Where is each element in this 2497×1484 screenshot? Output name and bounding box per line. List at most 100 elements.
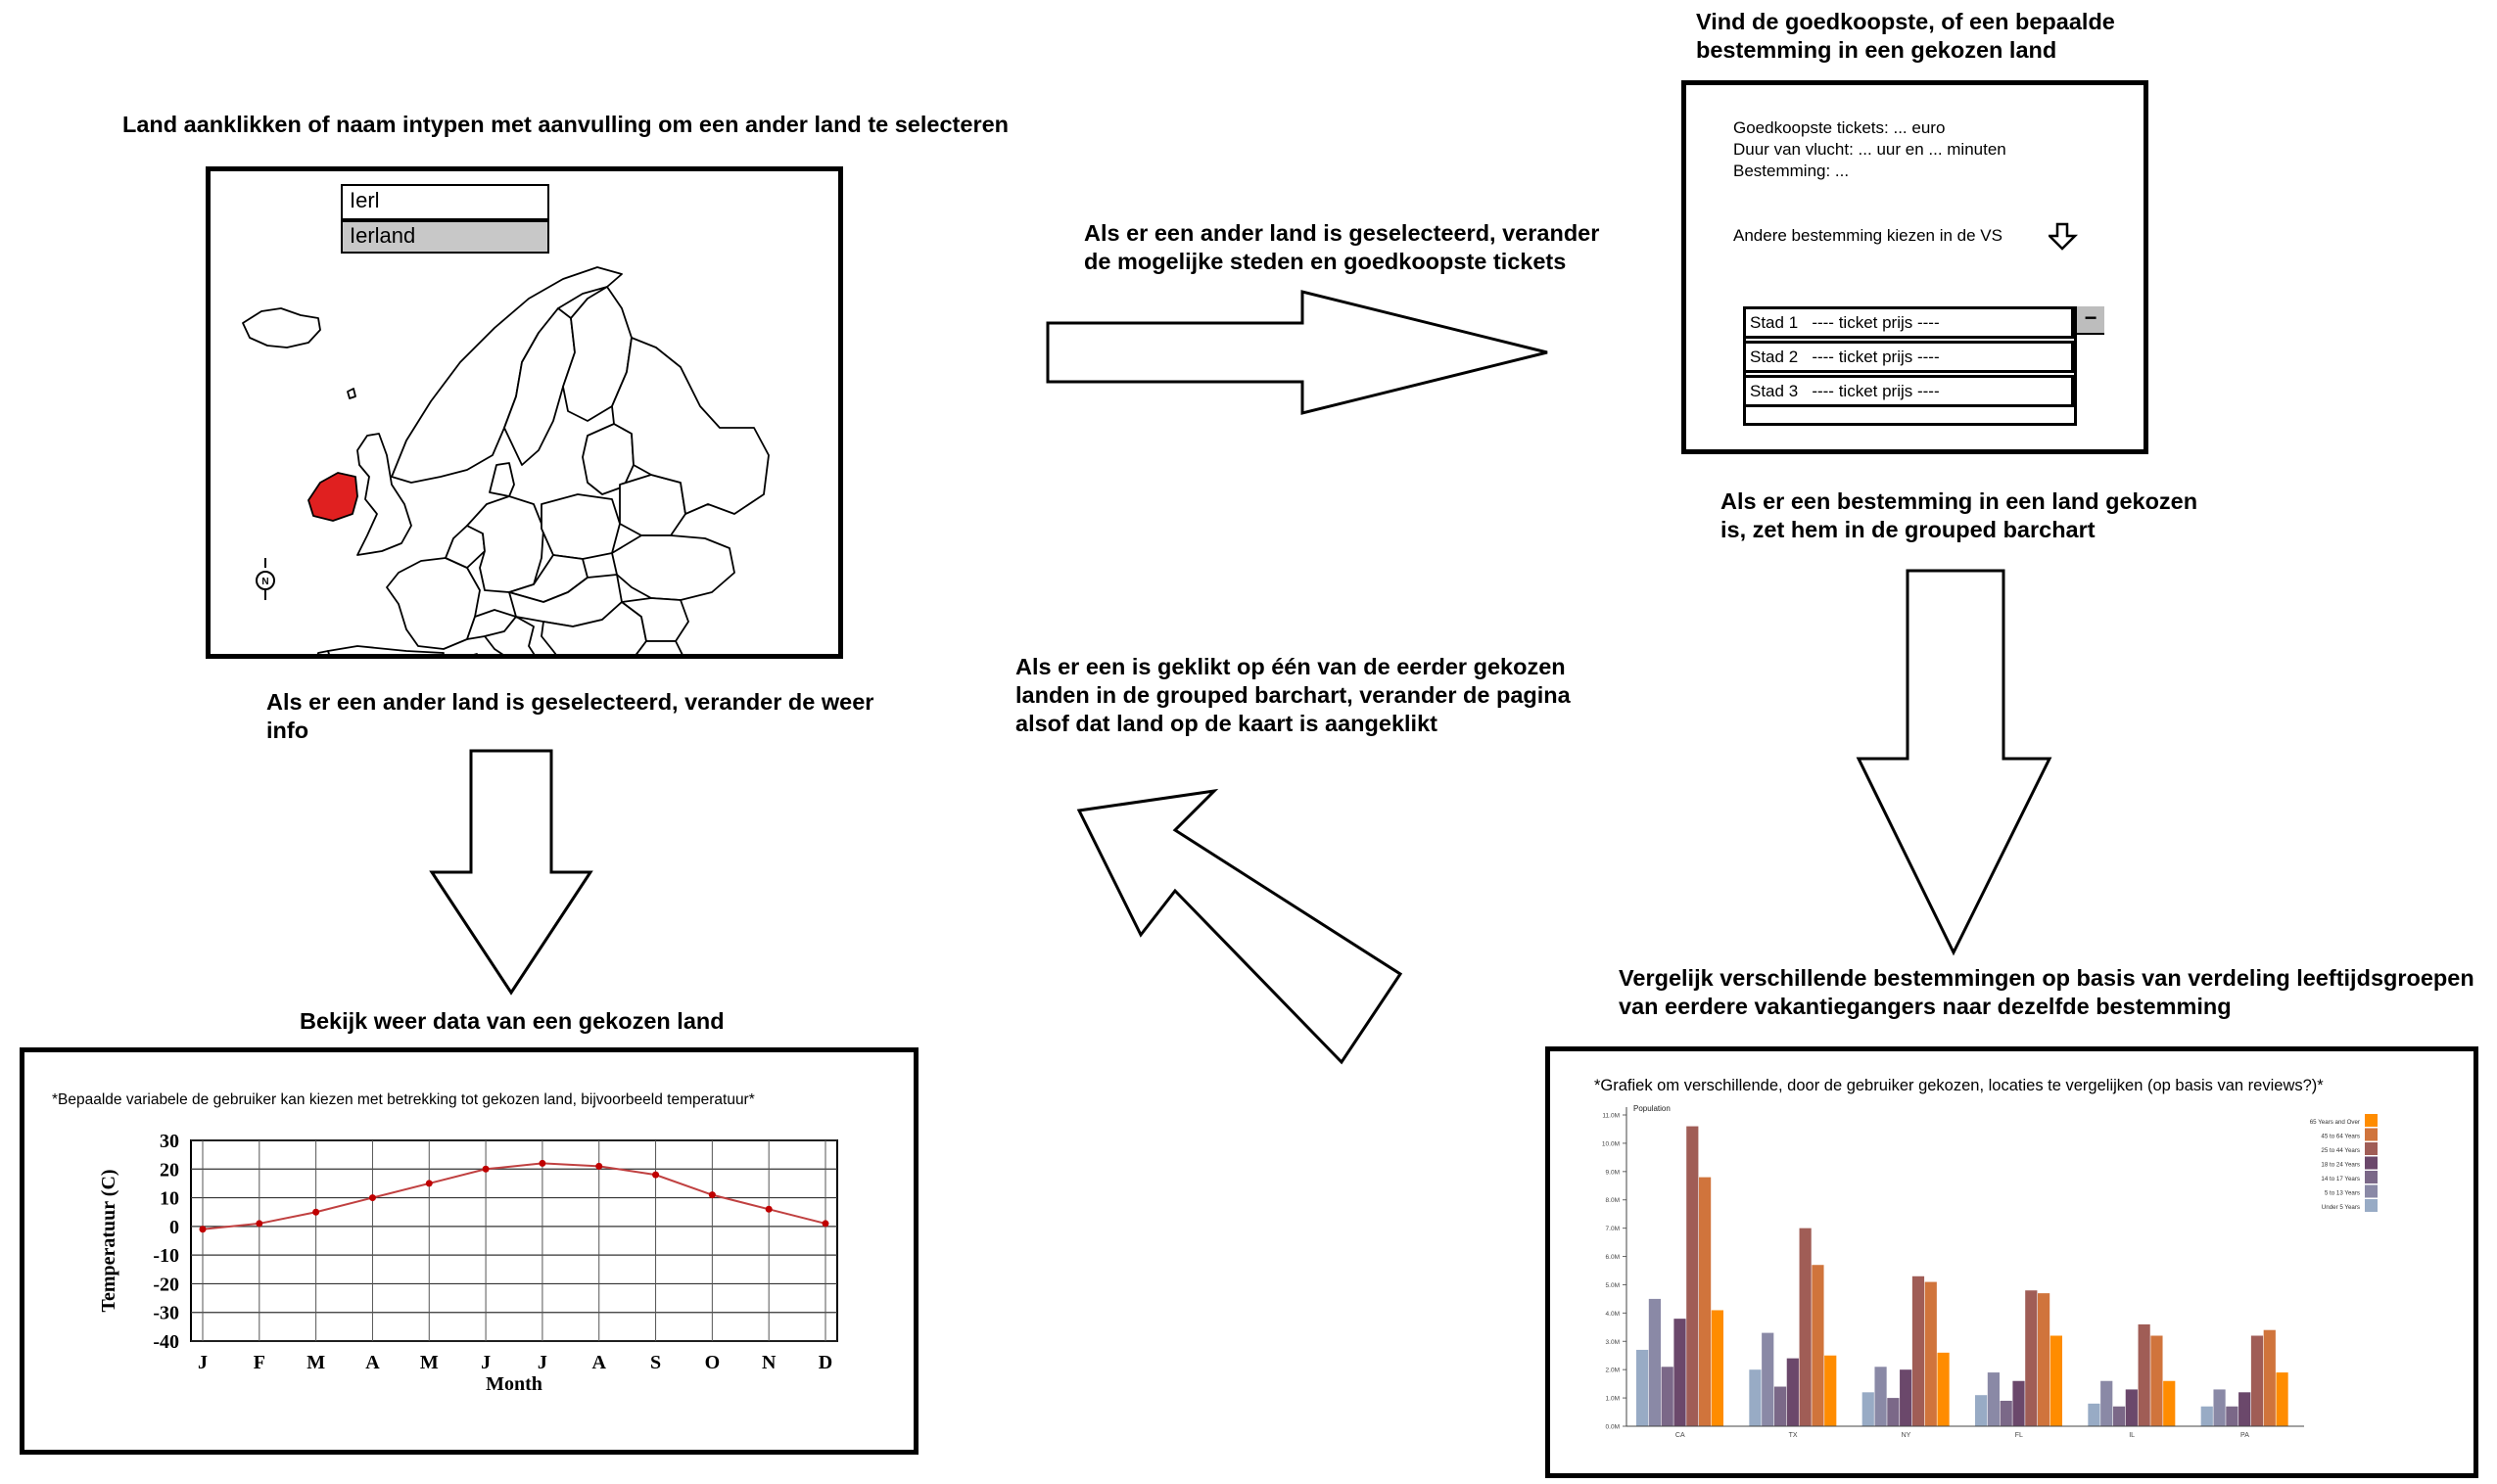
temperature-point [652, 1171, 660, 1179]
bar [2088, 1403, 2100, 1426]
svg-text:N: N [261, 577, 268, 587]
arrow-back-to-map [1076, 788, 1403, 1065]
x-tick-label: J [538, 1352, 547, 1373]
flow-to-barchart-caption: Als er een bestemming in een land gekoze… [1720, 488, 2198, 542]
down-arrow-icon[interactable] [2049, 222, 2078, 252]
legend-label: 18 to 24 Years [2321, 1162, 2360, 1169]
temperature-point [708, 1191, 716, 1199]
bar [1762, 1332, 1774, 1426]
country-search-input[interactable]: Ierl [341, 184, 549, 220]
y-tick-label: 0 [169, 1217, 179, 1238]
bar [2150, 1335, 2163, 1426]
bar [1887, 1398, 1900, 1426]
destination-row[interactable]: Stad 2 ---- ticket prijs ---- [1743, 341, 2074, 373]
bar [1799, 1228, 1812, 1426]
collapse-button[interactable]: − [2077, 306, 2104, 335]
bar [2138, 1323, 2150, 1426]
bar [2213, 1389, 2226, 1426]
country-poland [541, 493, 621, 560]
weather-note: *Bepaalde variabele de gebruiker kan kie… [52, 1091, 755, 1108]
temperature-point [256, 1220, 263, 1228]
y-tick-label: 2.0M [1606, 1368, 1620, 1374]
y-tick-label: 10.0M [1602, 1140, 1620, 1147]
bar [2200, 1406, 2213, 1426]
city-name: Stad 2 [1750, 348, 1799, 366]
bar [2100, 1380, 2113, 1426]
bar [1699, 1177, 1712, 1426]
country-faroe [347, 388, 356, 399]
x-tick-label: PA [2240, 1432, 2249, 1439]
x-tick-label: D [819, 1352, 832, 1373]
country-iceland [242, 307, 321, 348]
x-tick-label: J [198, 1352, 208, 1373]
x-tick-label: TX [1789, 1432, 1798, 1439]
bar [2025, 1290, 2038, 1426]
y-tick-label: -10 [153, 1245, 179, 1267]
legend-label: 65 Years and Over [2310, 1119, 2360, 1126]
y-tick-label: 6.0M [1606, 1254, 1620, 1261]
bar [1924, 1281, 1937, 1426]
legend-swatch [2365, 1199, 2378, 1212]
country-denmark [489, 462, 515, 497]
legend-swatch [2365, 1184, 2378, 1198]
grouped-bar-chart[interactable]: 0.0M 1.0M 2.0M 3.0M 4.0M 5.0M 6.0M 7.0M 8.0M 9.0M… [1550, 1051, 2473, 1473]
bar [2049, 1335, 2062, 1426]
bar [2226, 1406, 2238, 1426]
temperature-chart: 30 20 10 0 -10 -20 -30 -40 J F M A M J J A S O N D Month Temp… [98, 1131, 838, 1395]
bar [1861, 1392, 1874, 1426]
country-bulgaria [636, 640, 683, 654]
flow-back-caption: Als er een is geklikt op één van de eerd… [1015, 654, 1571, 736]
y-tick-label: 11.0M [1602, 1113, 1620, 1120]
temperature-point [425, 1180, 433, 1187]
y-axis-label: Population [1633, 1104, 1671, 1113]
temperature-point [312, 1208, 320, 1216]
destination-row[interactable]: Stad 3 ---- ticket prijs ---- [1743, 375, 2074, 407]
x-tick-label: A [365, 1352, 380, 1373]
bar [1661, 1367, 1673, 1426]
x-tick-label: M [420, 1352, 439, 1373]
country-norway [391, 266, 623, 484]
weather-panel: *Bepaalde variabele de gebruiker kan kie… [20, 1047, 919, 1455]
legend-swatch [2365, 1156, 2378, 1170]
bar [2250, 1335, 2264, 1426]
destination-row[interactable]: Stad 1 ---- ticket prijs ---- [1743, 306, 2074, 339]
x-tick-label: NY [1902, 1432, 1911, 1439]
country-uk [356, 433, 412, 556]
weather-caption: Bekijk weer data van een gekozen land [300, 1008, 725, 1034]
flight-duration-line: Duur van vlucht: ... uur en ... minuten [1733, 140, 2006, 159]
europe-map[interactable]: N [211, 171, 838, 654]
ticket-price-line: Goedkoopste tickets: ... euro [1733, 118, 1946, 137]
y-tick-label: 9.0M [1606, 1169, 1620, 1176]
country-portugal [316, 650, 330, 654]
bar [2112, 1406, 2126, 1426]
bar [2125, 1389, 2138, 1426]
bar [2000, 1400, 2012, 1426]
ticket-price: ---- ticket prijs ---- [1812, 382, 1940, 400]
map-panel: N Ierl Ierland [206, 166, 843, 659]
legend-label: 25 to 44 Years [2321, 1147, 2360, 1154]
bar [2263, 1329, 2276, 1426]
legend-swatch [2365, 1142, 2378, 1155]
y-tick-label: 7.0M [1606, 1226, 1620, 1232]
bar [1673, 1319, 1686, 1426]
bar [1711, 1310, 1723, 1426]
legend-label: 5 to 13 Years [2325, 1190, 2360, 1197]
north-arrow-icon: N [256, 558, 275, 600]
destination-line: Bestemming: ... [1733, 162, 1850, 180]
x-tick-label: A [592, 1352, 607, 1373]
ticket-price: ---- ticket prijs ---- [1812, 348, 1940, 366]
x-tick-label: O [705, 1352, 721, 1373]
temperature-point [482, 1165, 490, 1173]
x-tick-label: CA [1675, 1432, 1685, 1439]
country-suggestion-item[interactable]: Ierland [341, 220, 549, 254]
arrow-to-weather [429, 749, 593, 996]
ticket-panel: Goedkoopste tickets: ... euro Duur van v… [1681, 80, 2148, 454]
bar [1786, 1358, 1799, 1426]
bar [2276, 1372, 2288, 1426]
compare-note: *Grafiek om verschillende, door de gebru… [1594, 1077, 2324, 1094]
x-tick-label: IL [2129, 1432, 2135, 1439]
y-axis-label: Temperatuur (C) [98, 1169, 119, 1312]
list-scrollbar[interactable]: − [2074, 306, 2104, 426]
country-romania [621, 597, 689, 642]
